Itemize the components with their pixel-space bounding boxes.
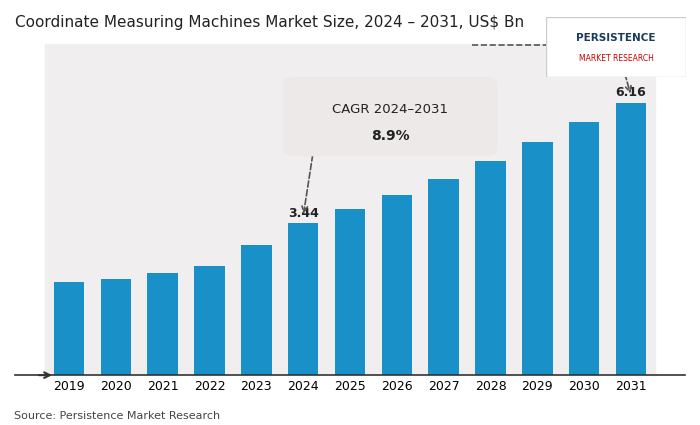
Bar xyxy=(428,179,459,375)
Bar xyxy=(233,44,280,375)
Bar xyxy=(101,279,131,375)
Bar xyxy=(475,161,506,375)
Bar xyxy=(280,44,327,375)
Bar xyxy=(420,44,467,375)
Text: PERSISTENCE: PERSISTENCE xyxy=(576,33,656,43)
Bar xyxy=(373,44,420,375)
FancyBboxPatch shape xyxy=(283,77,498,156)
Bar xyxy=(569,122,599,375)
Bar xyxy=(54,282,84,375)
Bar xyxy=(522,142,552,375)
Bar xyxy=(335,210,365,375)
Text: 3.44: 3.44 xyxy=(288,207,318,220)
Bar xyxy=(186,44,233,375)
Bar xyxy=(241,245,272,375)
Bar xyxy=(327,44,373,375)
Text: CAGR 2024–2031: CAGR 2024–2031 xyxy=(332,103,448,116)
Text: 6.16: 6.16 xyxy=(616,86,647,99)
Text: Coordinate Measuring Machines Market Size, 2024 – 2031, US$ Bn: Coordinate Measuring Machines Market Siz… xyxy=(15,15,524,30)
Bar xyxy=(608,44,655,375)
FancyBboxPatch shape xyxy=(546,17,686,76)
Bar xyxy=(139,44,186,375)
Bar xyxy=(46,44,92,375)
Bar xyxy=(561,44,608,375)
Bar xyxy=(382,195,412,375)
Bar xyxy=(514,44,561,375)
Bar xyxy=(148,273,178,375)
Bar xyxy=(194,266,225,375)
Text: Source: Persistence Market Research: Source: Persistence Market Research xyxy=(14,411,220,421)
Bar xyxy=(467,44,514,375)
Text: 8.9%: 8.9% xyxy=(371,130,409,144)
Bar xyxy=(92,44,139,375)
Bar xyxy=(288,223,318,375)
Bar xyxy=(616,103,646,375)
Text: MARKET RESEARCH: MARKET RESEARCH xyxy=(579,54,653,63)
